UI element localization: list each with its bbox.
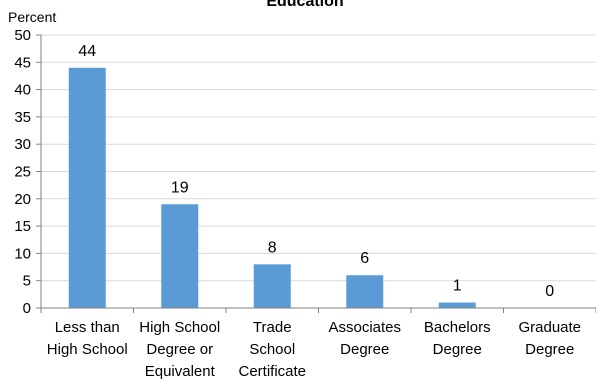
y-tick-label: 35 [14,109,31,126]
data-label: 6 [360,250,369,267]
gridlines [41,34,596,282]
category-label: Less than High School [47,319,128,358]
bar [438,302,476,308]
bar [161,204,199,308]
data-label: 0 [545,283,554,300]
category-label: Bachelors Degree [424,319,491,358]
y-tick-label: 5 [23,273,31,290]
data-labels: 44 19 8 6 1 0 [78,43,554,300]
y-tick-label: 20 [14,191,31,208]
bars [68,67,476,308]
chart-title: Education [266,0,343,10]
data-label: 1 [453,278,462,295]
y-tick-label: 15 [14,218,31,235]
category-label: Trade School Certificate [238,319,306,380]
data-label: 8 [268,239,277,256]
y-tick-label: 0 [23,300,31,317]
data-label: 44 [78,43,96,60]
bar [253,264,291,308]
category-label: Associates Degree [328,319,401,358]
axes [36,34,596,313]
data-label: 19 [171,179,189,196]
bar [346,275,384,308]
category-label: Graduate Degree [518,319,581,358]
y-tick-label: 40 [14,82,31,99]
y-axis-label: Percent [8,9,56,25]
category-labels: Less than High School High School Degree or… [47,319,581,380]
y-tick-label: 30 [14,136,31,153]
y-tick-label: 10 [14,245,31,262]
category-label: High School Degree or Equivalent [139,319,220,380]
y-tick-label: 25 [14,164,31,181]
bar [68,67,106,308]
y-tick-labels: 0 5 10 15 20 25 30 35 40 45 50 [14,27,31,317]
y-tick-label: 45 [14,54,31,71]
y-tick-label: 50 [14,27,31,44]
